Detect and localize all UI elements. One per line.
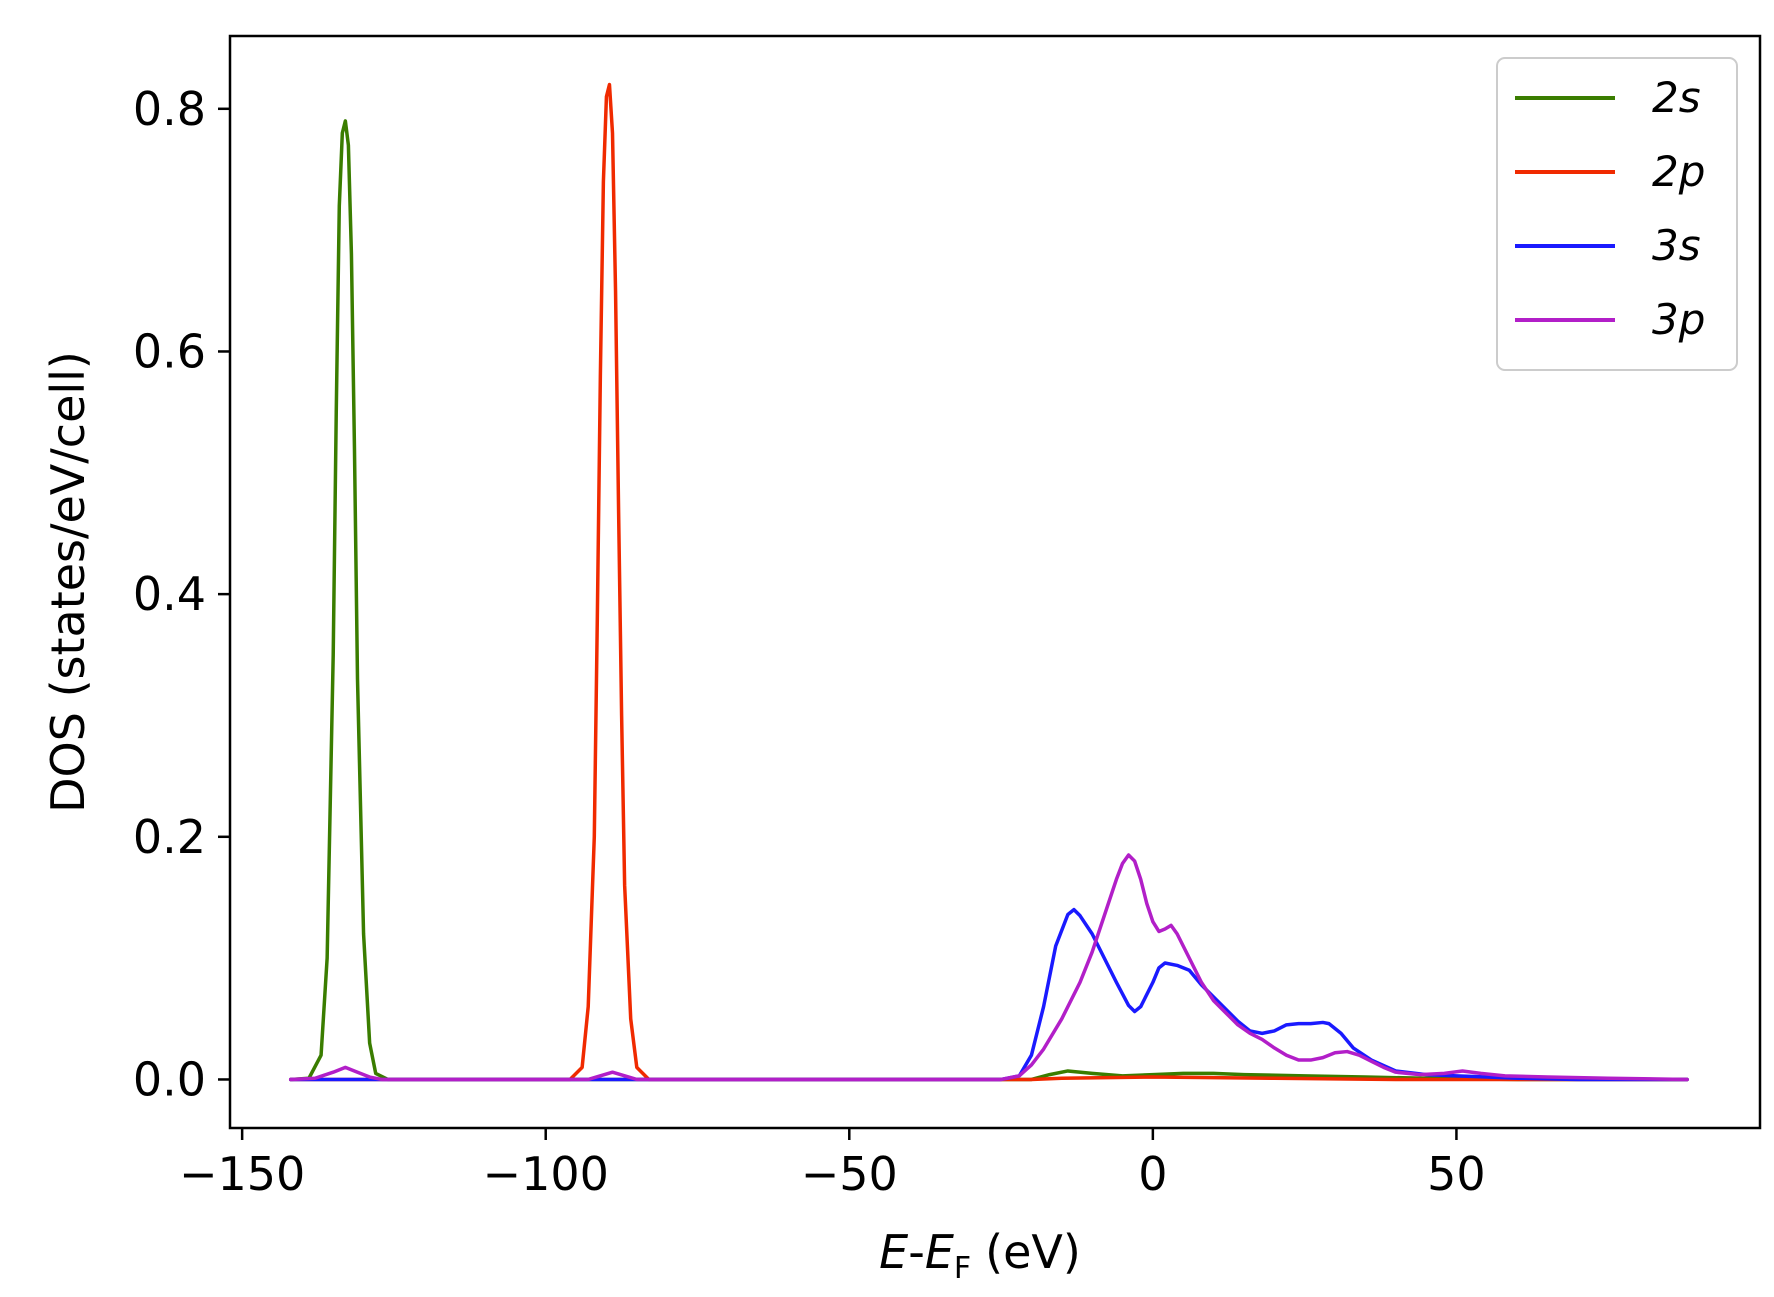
y-tick-label: 0.6 [133, 324, 206, 378]
y-axis-label: DOS (states/eV/cell) [41, 351, 95, 813]
legend-box [1496, 57, 1738, 371]
legend-label: 3p [1652, 295, 1705, 344]
x-tick-label: −150 [179, 1147, 305, 1201]
x-axis-ticks: −150 −100 −50 0 50 [179, 1128, 1486, 1201]
legend-item-2s: 2s [1515, 73, 1701, 122]
series-line-3s [288, 907, 1689, 1082]
y-tick-label: 0.4 [133, 567, 206, 621]
legend: 2s 2p 3s 3p [1496, 57, 1738, 371]
legend-item-3s: 3s [1515, 221, 1701, 270]
x-tick-label: 50 [1427, 1147, 1486, 1201]
y-tick-label: 0.8 [133, 82, 206, 136]
plot-lines [288, 82, 1689, 1082]
x-tick-label: 0 [1138, 1147, 1167, 1201]
y-axis-ticks: 0.0 0.2 0.4 0.6 0.8 [133, 82, 230, 1106]
legend-label: 3s [1652, 221, 1701, 270]
y-tick-label: 0.2 [133, 810, 206, 864]
x-tick-label: −50 [801, 1147, 898, 1201]
series-line-2p [288, 82, 1689, 1082]
y-tick-label: 0.0 [133, 1052, 206, 1106]
legend-label: 2s [1652, 73, 1701, 122]
legend-item-2p: 2p [1515, 147, 1705, 196]
legend-label: 2p [1652, 147, 1705, 196]
plot-frame [228, 34, 1762, 1130]
series-line-3p [288, 853, 1689, 1082]
x-tick-label: −100 [483, 1147, 609, 1201]
legend-item-3p: 3p [1515, 295, 1705, 344]
x-axis-label: E-EF (eV) [879, 1225, 1081, 1286]
series-line-2s [288, 119, 1689, 1082]
